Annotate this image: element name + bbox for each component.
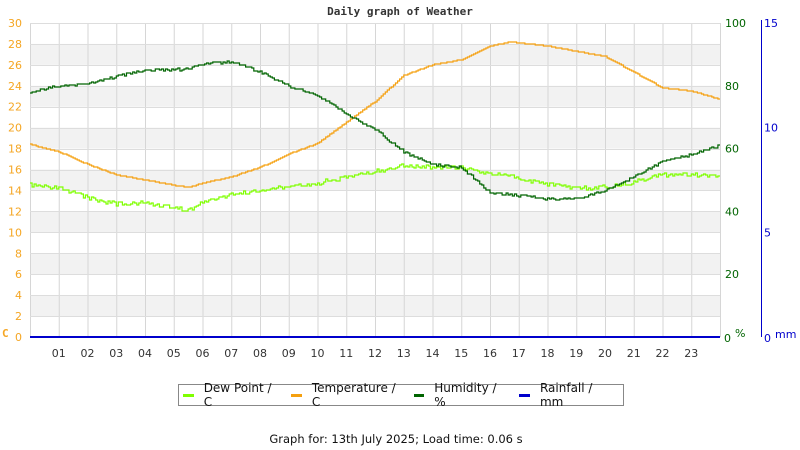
svg-text:22: 22 (656, 347, 670, 360)
svg-text:60: 60 (725, 143, 739, 156)
x-axis-labels: 01 02 03 04 05 06 07 08 09 10 11 12 13 14 15 16 17 18 19 20… (52, 347, 699, 360)
svg-text:14: 14 (426, 347, 440, 360)
svg-text:0: 0 (764, 332, 771, 345)
svg-text:23: 23 (684, 347, 698, 360)
svg-text:19: 19 (569, 347, 583, 360)
svg-text:%: % (735, 327, 745, 340)
legend: Dew Point / C Temperature / C Humidity /… (178, 381, 624, 409)
legend-label: Temperature / C (311, 381, 396, 409)
horizontal-gridlines (30, 23, 720, 317)
svg-text:10: 10 (8, 226, 22, 239)
svg-text:100: 100 (725, 17, 746, 30)
svg-text:02: 02 (81, 347, 95, 360)
svg-text:12: 12 (368, 347, 382, 360)
svg-text:18: 18 (541, 347, 555, 360)
svg-text:15: 15 (454, 347, 468, 360)
svg-text:04: 04 (138, 347, 152, 360)
svg-text:10: 10 (311, 347, 325, 360)
svg-text:10: 10 (764, 122, 778, 135)
rainfall-swatch (519, 393, 530, 397)
legend-item-humidity: Humidity / % (413, 381, 504, 409)
svg-text:6: 6 (15, 268, 22, 281)
svg-text:22: 22 (8, 101, 22, 114)
svg-text:16: 16 (8, 164, 22, 177)
data-series (30, 41, 720, 338)
svg-text:03: 03 (109, 347, 123, 360)
svg-text:05: 05 (167, 347, 181, 360)
svg-text:01: 01 (52, 347, 66, 360)
chart-title: Daily graph of Weather (327, 5, 473, 18)
humidity-swatch (413, 393, 425, 397)
svg-text:4: 4 (15, 289, 22, 302)
legend-item-rainfall: Rainfall / mm (519, 381, 611, 409)
svg-text:0: 0 (724, 332, 731, 345)
legend-label: Dew Point / C (203, 381, 272, 409)
humidity-axis-labels: 0 20 40 60 80 100% (724, 17, 746, 345)
svg-text:21: 21 (627, 347, 641, 360)
svg-text:07: 07 (224, 347, 238, 360)
dew-point-line (30, 163, 720, 212)
svg-text:12: 12 (8, 205, 22, 218)
svg-text:13: 13 (397, 347, 411, 360)
svg-text:5: 5 (764, 226, 771, 239)
footer-status: Graph for: 13th July 2025; Load time: 0.… (269, 432, 523, 446)
svg-text:mm: mm (775, 328, 796, 341)
svg-text:16: 16 (483, 347, 497, 360)
legend-item-dew-point: Dew Point / C (183, 381, 275, 409)
svg-text:40: 40 (725, 205, 739, 218)
svg-text:17: 17 (512, 347, 526, 360)
svg-text:C: C (2, 327, 9, 340)
svg-text:08: 08 (253, 347, 267, 360)
svg-text:20: 20 (598, 347, 612, 360)
temperature-swatch (291, 393, 302, 397)
svg-text:18: 18 (8, 143, 22, 156)
rainfall-axis-labels: 0 5 10 15 mm (761, 17, 796, 345)
legend-label: Humidity / % (434, 381, 497, 409)
svg-text:28: 28 (8, 38, 22, 51)
svg-text:15: 15 (764, 17, 778, 30)
dew-point-swatch (183, 393, 194, 397)
svg-text:24: 24 (8, 80, 22, 93)
svg-text:20: 20 (725, 268, 739, 281)
svg-text:14: 14 (8, 184, 22, 197)
svg-text:2: 2 (15, 310, 22, 323)
svg-text:8: 8 (15, 247, 22, 260)
svg-text:0: 0 (15, 331, 22, 344)
humidity-line (30, 60, 720, 201)
svg-text:26: 26 (8, 59, 22, 72)
svg-text:06: 06 (196, 347, 210, 360)
vertical-gridlines (30, 23, 721, 337)
svg-text:20: 20 (8, 122, 22, 135)
legend-item-temperature: Temperature / C (291, 381, 397, 409)
svg-text:30: 30 (8, 17, 22, 30)
svg-text:09: 09 (282, 347, 296, 360)
legend-label: Rainfall / mm (539, 381, 593, 409)
temperature-line (30, 41, 720, 188)
svg-text:80: 80 (725, 80, 739, 93)
svg-text:11: 11 (339, 347, 353, 360)
